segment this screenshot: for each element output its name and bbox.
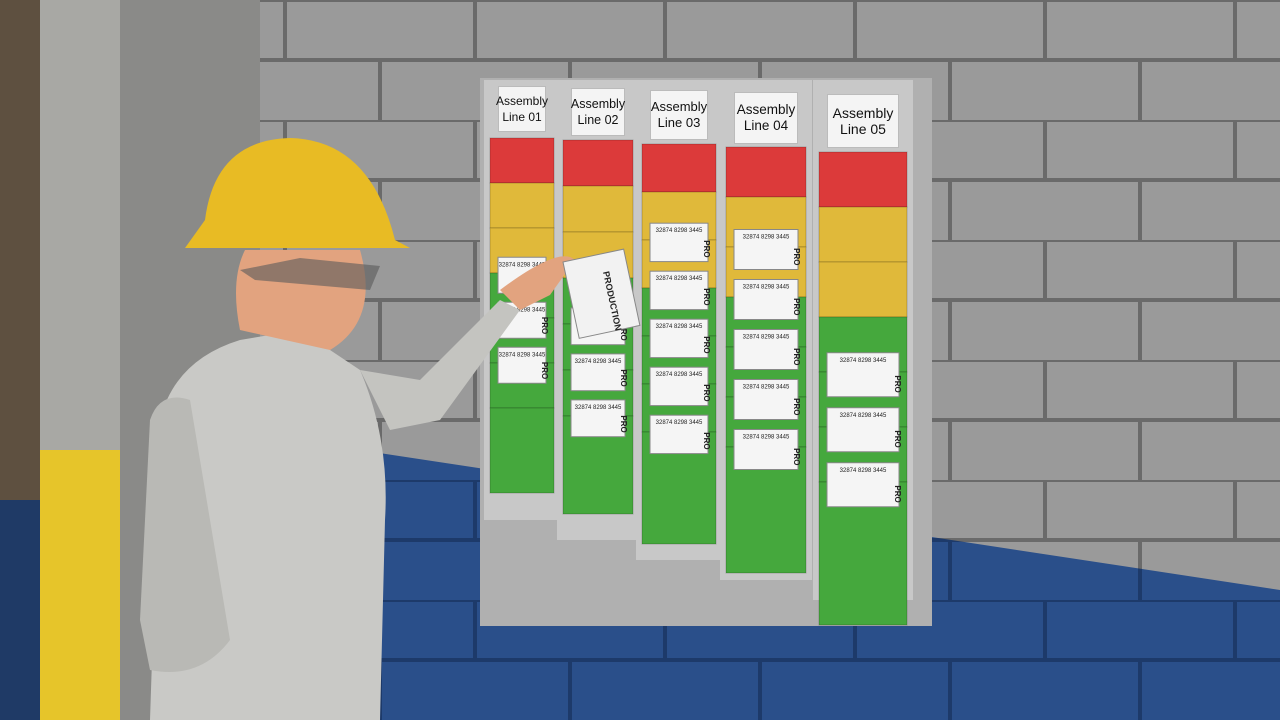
card — [649, 366, 709, 407]
card-number: 32874 8298 3445 — [656, 420, 703, 426]
column-label: Assembly Line 02 — [571, 88, 625, 136]
pocket — [562, 139, 634, 187]
pocket — [818, 261, 908, 318]
card-number: 32874 8298 3445 — [840, 468, 887, 474]
worker — [140, 138, 575, 720]
card-tag: PRO — [792, 248, 801, 265]
card — [733, 379, 799, 420]
card — [649, 414, 709, 455]
card-number: 32874 8298 3445 — [499, 307, 546, 313]
card — [733, 229, 799, 270]
pocket — [725, 146, 807, 198]
card — [649, 318, 709, 359]
card-tag: PRO — [893, 375, 902, 392]
column-label: Assembly Line 05 — [827, 94, 899, 148]
card — [733, 279, 799, 320]
card — [649, 270, 709, 311]
card-tag: PRO — [702, 432, 711, 449]
card-tag: PRO — [702, 384, 711, 401]
column-label: Assembly Line 04 — [734, 92, 798, 144]
pocket — [562, 185, 634, 233]
card-number: 32874 8298 3445 — [499, 352, 546, 358]
card-number: 32874 8298 3445 — [840, 358, 887, 364]
card — [733, 429, 799, 470]
card-tag: PRO — [792, 348, 801, 365]
pocket — [489, 407, 555, 494]
card-number: 32874 8298 3445 — [499, 262, 546, 268]
card-tag: PRO — [792, 298, 801, 315]
card-tag: PRO — [619, 369, 628, 386]
card — [826, 352, 900, 398]
card — [826, 407, 900, 453]
card-tag: PRO — [540, 362, 549, 379]
card — [826, 462, 900, 508]
card-number: 32874 8298 3445 — [743, 385, 790, 391]
card-number: 32874 8298 3445 — [656, 324, 703, 330]
card-number: 32874 8298 3445 — [743, 435, 790, 441]
card-number: 32874 8298 3445 — [840, 413, 887, 419]
card-tag: PRO — [702, 336, 711, 353]
pocket — [818, 151, 908, 208]
pocket — [641, 143, 717, 193]
card — [733, 329, 799, 370]
card-tag: PRO — [702, 240, 711, 257]
card-tag: PRO — [702, 288, 711, 305]
pocket — [489, 182, 555, 229]
card-number: 32874 8298 3445 — [656, 228, 703, 234]
column-label: Assembly Line 03 — [650, 90, 708, 140]
card-number: 32874 8298 3445 — [656, 372, 703, 378]
card-number: 32874 8298 3445 — [743, 285, 790, 291]
card-tag: PRO — [893, 485, 902, 502]
card — [570, 399, 626, 438]
card-tag: PRO — [540, 317, 549, 334]
column-label: Assembly Line 01 — [496, 86, 548, 132]
card-tag: PRO — [792, 448, 801, 465]
pocket — [489, 137, 555, 184]
held-card — [562, 248, 641, 339]
card-number: 32874 8298 3445 — [575, 359, 622, 365]
card-number: 32874 8298 3445 — [575, 405, 622, 411]
card-number: 32874 8298 3445 — [656, 276, 703, 282]
card-tag: PRO — [619, 415, 628, 432]
card-tag: PRO — [619, 323, 628, 340]
card-number: 32874 8298 3445 — [743, 335, 790, 341]
card-tag: PRO — [893, 430, 902, 447]
card-number: 32874 8298 3445 — [743, 235, 790, 241]
shelf-base — [0, 500, 40, 720]
board: 32874 8298 3445 PRO 32874 8298 3445 PRO 3287… — [484, 80, 913, 626]
card-tag: PRO — [792, 398, 801, 415]
card — [497, 346, 547, 384]
card — [570, 353, 626, 392]
card — [649, 222, 709, 263]
pocket — [818, 206, 908, 263]
